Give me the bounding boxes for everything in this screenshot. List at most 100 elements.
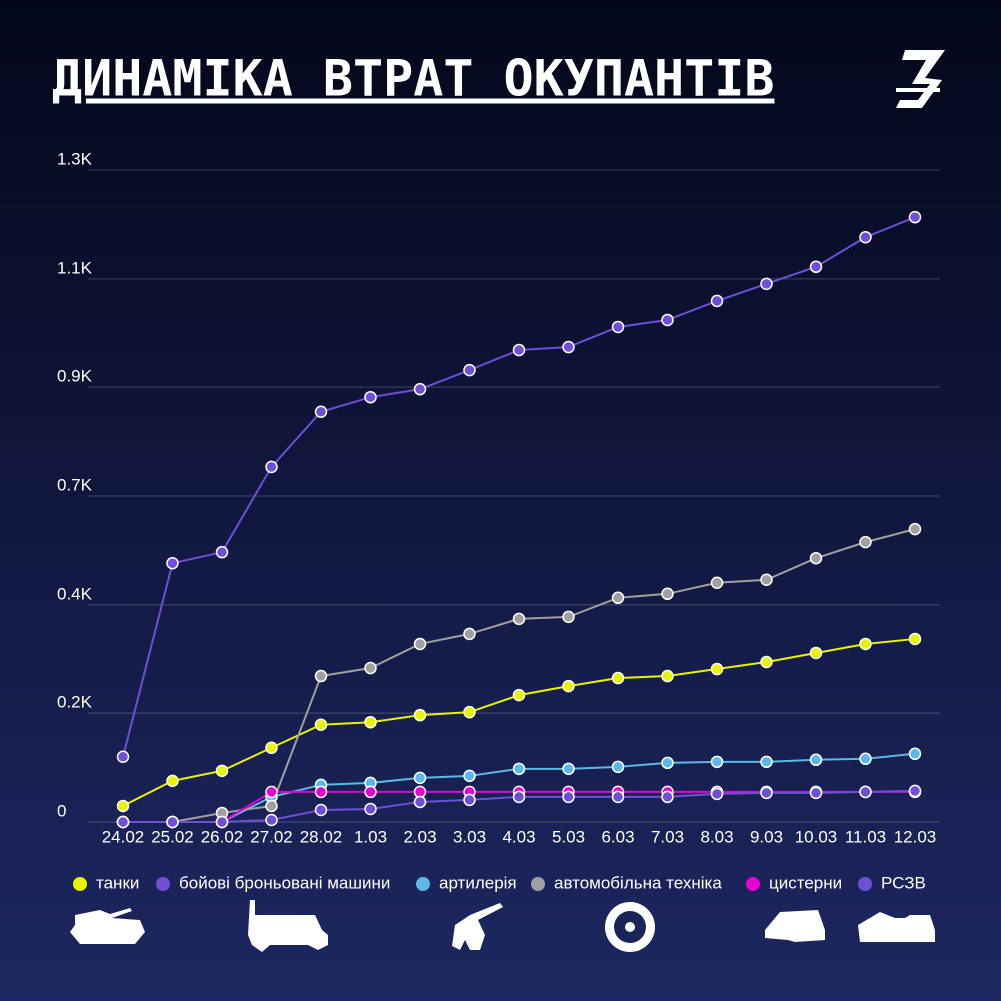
data-point: [661, 756, 674, 770]
y-tick-label: 0.4K: [57, 584, 93, 603]
data-point: [512, 790, 526, 804]
data-point: [760, 786, 773, 800]
y-tick-label: 0.7K: [57, 475, 93, 494]
data-point: [413, 637, 427, 651]
data-point: [116, 750, 130, 764]
data-point: [215, 545, 229, 559]
y-tick-label: 0: [57, 801, 66, 820]
data-point: [364, 715, 377, 729]
legend-marker: [73, 877, 87, 891]
data-point: [710, 576, 724, 590]
data-point: [463, 363, 476, 377]
legend-label: РСЗВ: [881, 873, 926, 892]
legend-marker: [416, 877, 430, 891]
data-point: [314, 785, 328, 799]
data-point: [116, 815, 130, 829]
data-point: [710, 787, 724, 801]
data-point: [265, 813, 278, 827]
data-point: [463, 705, 476, 719]
data-point: [215, 764, 229, 778]
y-tick-label: 1.3K: [57, 149, 93, 168]
x-tick-label: 3.03: [453, 827, 486, 846]
data-point: [809, 260, 823, 274]
legend-label: танки: [96, 873, 139, 892]
logo: [896, 50, 945, 108]
data-point: [760, 755, 773, 769]
x-tick-label: 2.03: [403, 827, 436, 846]
x-tick-label: 4.03: [502, 827, 535, 846]
data-point: [364, 661, 377, 675]
y-tick-label: 0.2K: [57, 693, 93, 712]
data-point: [859, 752, 872, 766]
legend-label: артилерія: [439, 873, 517, 892]
data-point: [364, 785, 377, 799]
data-point: [908, 784, 922, 798]
data-point: [908, 747, 922, 761]
data-point: [265, 799, 278, 813]
data-point: [611, 320, 625, 334]
x-tick-label: 9.03: [750, 827, 783, 846]
data-point: [512, 612, 526, 626]
x-tick-label: 5.03: [552, 827, 585, 846]
x-tick-label: 26.02: [201, 827, 244, 846]
icons: [70, 900, 935, 952]
data-point: [859, 785, 872, 799]
data-point: [314, 803, 328, 817]
data-point: [859, 230, 872, 244]
data-point: [364, 390, 377, 404]
data-point: [413, 771, 427, 785]
data-point: [908, 522, 922, 536]
data-point: [413, 795, 427, 809]
data-point: [661, 587, 674, 601]
data-point: [314, 718, 328, 731]
data-point: [710, 662, 724, 676]
data-point: [809, 786, 823, 800]
data-point: [710, 755, 724, 769]
data-point: [314, 405, 328, 418]
data-point: [611, 790, 625, 804]
data-point: [760, 277, 773, 291]
data-point: [413, 382, 427, 396]
data-point: [463, 793, 476, 807]
data-point: [314, 669, 328, 683]
data-point: [413, 708, 427, 722]
data-point: [512, 762, 526, 776]
data-point: [611, 760, 625, 774]
legend-marker: [156, 877, 170, 891]
data-point: [661, 790, 674, 804]
data-point: [265, 785, 278, 799]
data-point: [661, 313, 674, 327]
data-point: [661, 669, 674, 683]
legend-marker: [746, 877, 760, 891]
data-point: [760, 655, 773, 669]
x-tick-label: 1.03: [354, 827, 387, 846]
data-point: [265, 741, 278, 755]
data-point: [859, 637, 872, 651]
data-point: [116, 799, 130, 813]
data-point: [809, 753, 823, 767]
x-tick-label: 24.02: [102, 827, 145, 846]
legend-label: цистерни: [769, 873, 842, 892]
legend-marker: [531, 877, 545, 891]
data-point: [760, 573, 773, 587]
data-point: [265, 460, 278, 474]
x-tick-label: 28.02: [300, 827, 343, 846]
x-tick-label: 25.02: [151, 827, 194, 846]
data-point: [859, 535, 872, 549]
data-point: [562, 679, 575, 693]
data-point: [908, 210, 922, 224]
data-point: [512, 343, 526, 357]
data-point: [562, 610, 575, 624]
legend-marker: [858, 877, 872, 891]
data-point: [166, 774, 179, 788]
x-tick-label: 11.03: [845, 827, 886, 846]
y-tick-label: 0.9K: [57, 367, 93, 386]
data-point: [512, 688, 526, 702]
y-tick-label: 1.1K: [57, 258, 93, 277]
data-point: [710, 294, 724, 308]
x-tick-label: 10.03: [795, 827, 838, 846]
data-point: [809, 551, 823, 565]
chart-title: ДИНАМІКА ВТРАТ ОКУПАНТІВ: [52, 50, 774, 108]
